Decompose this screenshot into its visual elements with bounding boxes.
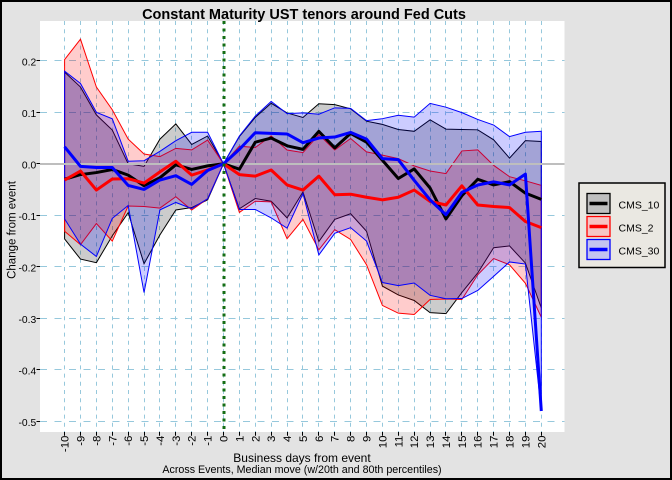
svg-text:6: 6: [314, 436, 326, 442]
svg-text:-5: -5: [139, 436, 151, 446]
svg-text:0.2: 0.2: [22, 58, 37, 69]
svg-text:-4: -4: [155, 436, 167, 446]
svg-text:12: 12: [409, 436, 421, 449]
svg-text:-7: -7: [107, 436, 119, 446]
svg-text:0.0: 0.0: [22, 161, 37, 172]
svg-text:9: 9: [362, 436, 374, 442]
svg-text:CMS_30: CMS_30: [619, 246, 660, 258]
svg-text:-0.5: -0.5: [18, 418, 36, 429]
svg-text:CMS_10: CMS_10: [619, 200, 660, 212]
svg-text:-2: -2: [187, 436, 199, 446]
svg-text:Across Events, Median move (w/: Across Events, Median move (w/20th and 8…: [162, 464, 441, 476]
svg-text:7: 7: [330, 436, 342, 442]
svg-text:Business days from event: Business days from event: [233, 451, 371, 465]
svg-text:0.1: 0.1: [22, 109, 37, 120]
svg-text:-3: -3: [171, 436, 183, 446]
svg-text:Constant Maturity UST tenors a: Constant Maturity UST tenors around Fed …: [142, 7, 466, 23]
svg-text:18: 18: [505, 436, 517, 449]
svg-text:11: 11: [393, 436, 405, 448]
svg-text:-0.4: -0.4: [18, 367, 36, 378]
svg-text:-10: -10: [60, 436, 72, 452]
svg-text:-6: -6: [123, 436, 135, 446]
svg-text:4: 4: [282, 436, 294, 442]
svg-text:-8: -8: [91, 436, 103, 446]
svg-text:-0.3: -0.3: [18, 315, 36, 326]
svg-text:15: 15: [457, 436, 469, 449]
svg-text:0: 0: [219, 436, 231, 442]
svg-text:-0.1: -0.1: [18, 212, 36, 223]
svg-text:-9: -9: [75, 436, 87, 446]
svg-text:1: 1: [234, 436, 246, 442]
svg-text:5: 5: [298, 436, 310, 442]
svg-text:-1: -1: [203, 436, 215, 446]
svg-text:16: 16: [473, 436, 485, 449]
svg-text:2: 2: [250, 436, 262, 442]
svg-text:17: 17: [489, 436, 501, 449]
svg-text:Change from event: Change from event: [7, 180, 19, 279]
svg-text:8: 8: [346, 436, 358, 442]
svg-text:13: 13: [425, 436, 437, 449]
svg-text:-0.2: -0.2: [18, 264, 36, 275]
svg-text:14: 14: [441, 436, 453, 449]
svg-text:CMS_2: CMS_2: [619, 223, 654, 235]
svg-text:3: 3: [266, 436, 278, 442]
svg-text:10: 10: [377, 436, 389, 449]
svg-text:20: 20: [536, 436, 548, 449]
svg-text:19: 19: [520, 436, 532, 449]
